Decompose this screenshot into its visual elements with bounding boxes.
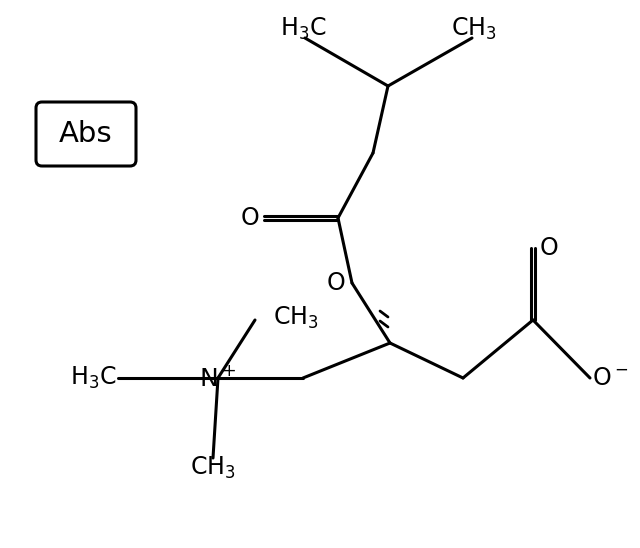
Text: $\mathregular{CH_3}$: $\mathregular{CH_3}$ — [273, 305, 319, 331]
Text: O: O — [241, 206, 259, 230]
Text: O: O — [540, 236, 558, 260]
FancyBboxPatch shape — [36, 102, 136, 166]
Text: $\mathregular{CH_3}$: $\mathregular{CH_3}$ — [451, 16, 497, 42]
Text: O: O — [326, 271, 346, 295]
Text: $\mathregular{CH_3}$: $\mathregular{CH_3}$ — [190, 455, 236, 481]
Text: $\mathregular{O^-}$: $\mathregular{O^-}$ — [592, 366, 628, 390]
Text: $\mathregular{H_3C}$: $\mathregular{H_3C}$ — [280, 16, 326, 42]
Text: Abs: Abs — [59, 120, 113, 148]
Text: $\mathregular{N^+}$: $\mathregular{N^+}$ — [200, 366, 237, 391]
Text: $\mathregular{H_3C}$: $\mathregular{H_3C}$ — [70, 365, 116, 391]
